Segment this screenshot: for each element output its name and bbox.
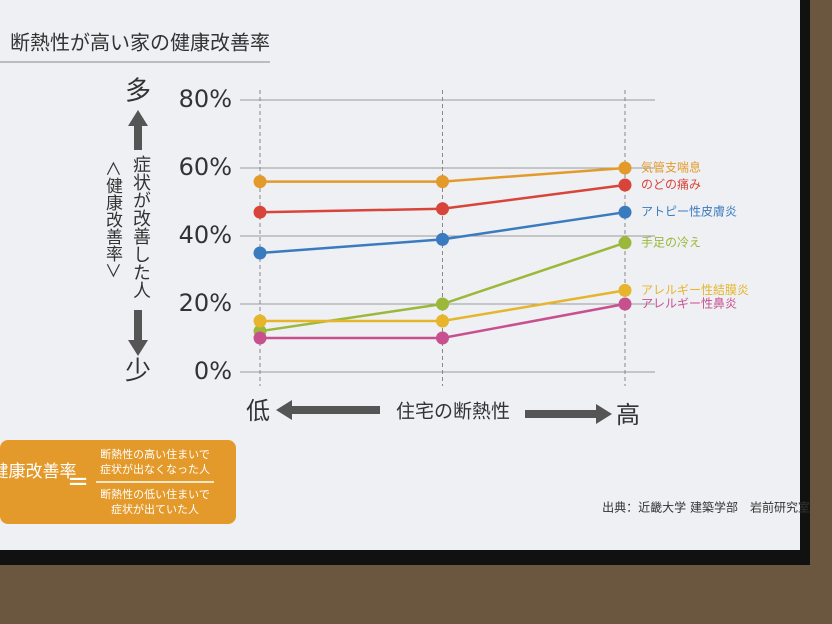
series-label: アレルギー性鼻炎 xyxy=(641,296,737,311)
data-point xyxy=(436,331,449,345)
data-point xyxy=(618,205,632,219)
y-tick-label: 80% xyxy=(179,85,232,113)
formula-equals: = xyxy=(67,467,89,497)
data-point xyxy=(436,202,449,216)
y-low: 少 xyxy=(125,357,151,387)
data-point xyxy=(436,314,449,328)
formula-numerator: 断熱性の高い住まいで xyxy=(100,447,210,461)
series-label: 気管支喘息 xyxy=(641,160,701,175)
formula-denominator: 断熱性の低い住まいで xyxy=(100,487,210,501)
y-tick-label: 0% xyxy=(194,357,232,385)
y-sublabel: ＜健康改善率＞ xyxy=(102,160,123,279)
right-arrow xyxy=(525,404,612,424)
data-point xyxy=(253,205,267,219)
source: 出典：近畿大学 建築学部 岩前研究室 xyxy=(602,500,810,515)
y-tick-label: 40% xyxy=(179,221,232,249)
y-label: 症状が改善した人 xyxy=(130,155,151,299)
series-label: アトピー性皮膚炎 xyxy=(641,204,737,219)
data-point xyxy=(618,297,632,311)
up-arrow xyxy=(128,110,148,150)
data-point xyxy=(618,236,632,250)
data-point xyxy=(436,232,449,246)
x-high: 高 xyxy=(616,401,640,429)
y-high: 多 xyxy=(125,77,151,107)
left-arrow xyxy=(276,400,380,420)
series-label: のどの痛み xyxy=(641,177,701,192)
formula-denominator: 症状が出ていた人 xyxy=(111,502,199,516)
y-tick-label: 20% xyxy=(179,289,232,317)
data-point xyxy=(618,283,632,297)
x-low: 低 xyxy=(246,397,270,425)
data-point xyxy=(618,178,632,192)
series-label: 手足の冷え xyxy=(641,235,701,249)
series-label: アレルギー性結膜炎 xyxy=(641,283,749,297)
y-tick-label: 60% xyxy=(179,153,232,181)
data-point xyxy=(618,161,632,175)
formula-numerator: 症状が出なくなった人 xyxy=(100,462,210,476)
chart-title: 断熱性が高い家の健康改善率 xyxy=(10,31,270,55)
x-label: 住宅の断熱性 xyxy=(396,401,510,423)
data-point xyxy=(253,175,267,189)
formula-term: 健康改善率 xyxy=(0,462,77,482)
data-point xyxy=(253,331,267,345)
data-point xyxy=(253,314,267,328)
down-arrow xyxy=(128,310,148,356)
data-point xyxy=(253,246,267,260)
data-point xyxy=(436,175,449,189)
data-point xyxy=(436,297,449,311)
